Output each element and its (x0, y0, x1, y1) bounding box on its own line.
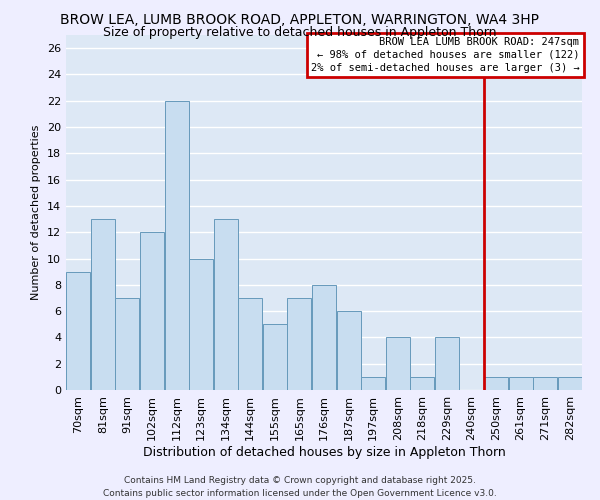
Bar (140, 232, 164, 390)
Text: Contains HM Land Registry data © Crown copyright and database right 2025.
Contai: Contains HM Land Registry data © Crown c… (103, 476, 497, 498)
Text: BROW LEA LUMB BROOK ROAD: 247sqm
← 98% of detached houses are smaller (122)
2% o: BROW LEA LUMB BROOK ROAD: 247sqm ← 98% o… (311, 37, 580, 73)
Bar (115, 298, 139, 390)
Bar (509, 377, 533, 390)
Bar (557, 377, 582, 390)
Bar (189, 258, 213, 390)
Y-axis label: Number of detached properties: Number of detached properties (31, 125, 41, 300)
Bar (484, 377, 508, 390)
Bar (214, 219, 238, 390)
Bar (164, 100, 188, 390)
Bar (263, 324, 287, 390)
Bar (312, 285, 336, 390)
X-axis label: Distribution of detached houses by size in Appleton Thorn: Distribution of detached houses by size … (143, 446, 505, 458)
Bar (410, 377, 434, 390)
Text: Size of property relative to detached houses in Appleton Thorn: Size of property relative to detached ho… (103, 26, 497, 39)
Bar (361, 377, 385, 390)
Bar (435, 338, 459, 390)
Bar (66, 272, 91, 390)
Bar (533, 377, 557, 390)
Bar (238, 298, 262, 390)
Text: BROW LEA, LUMB BROOK ROAD, APPLETON, WARRINGTON, WA4 3HP: BROW LEA, LUMB BROOK ROAD, APPLETON, WAR… (61, 12, 539, 26)
Bar (91, 219, 115, 390)
Bar (287, 298, 311, 390)
Bar (337, 311, 361, 390)
Bar (386, 338, 410, 390)
